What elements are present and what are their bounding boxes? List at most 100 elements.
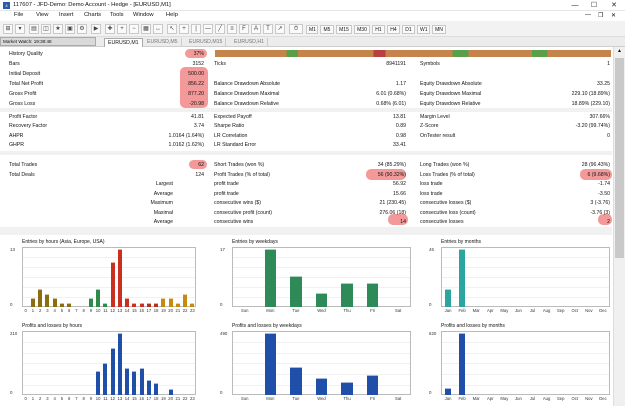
stat-value: 229.10 (18.89%) — [571, 91, 610, 97]
scroll-icon[interactable]: ↔ — [153, 24, 163, 34]
stat-label: History Quality — [9, 51, 43, 57]
minimize-button[interactable]: — — [571, 2, 579, 9]
stat-value: 877.20 — [188, 91, 204, 97]
navigator-icon[interactable]: ★ — [53, 24, 63, 34]
timeframe-d1[interactable]: D1 — [402, 25, 415, 34]
zoom-in-icon[interactable]: + — [117, 24, 127, 34]
chart-bar — [341, 382, 353, 395]
text-icon[interactable]: A — [251, 24, 261, 34]
horizontal-line-icon[interactable]: — — [203, 24, 213, 34]
tester-icon[interactable]: ⚙ — [77, 24, 87, 34]
new-order-icon[interactable]: ✚ — [105, 24, 115, 34]
periodicity-icon[interactable]: ⏱ — [289, 24, 303, 34]
chart-tab-eurusd-m5[interactable]: EURUSD,M5 — [144, 38, 182, 47]
chart-bar — [67, 302, 72, 307]
x-tick-label: 11 — [103, 308, 108, 313]
menu-insert[interactable]: Insert — [59, 12, 74, 18]
stat-value: 1.17 — [395, 81, 406, 87]
chart-bar — [30, 298, 35, 307]
menu-window[interactable]: Window — [133, 12, 154, 18]
close-button[interactable]: ✕ — [611, 2, 617, 9]
chart-bar — [125, 298, 130, 307]
scrollbar-thumb[interactable] — [615, 58, 624, 258]
menu-tools[interactable]: Tools — [110, 12, 124, 18]
chart-tab-eurusd-h1[interactable]: EURUSD,H1 — [231, 38, 268, 47]
chart-bar — [110, 347, 115, 395]
fibonacci-icon[interactable]: F — [239, 24, 249, 34]
zoom-out-icon[interactable]: − — [129, 24, 139, 34]
stat-label: Total Net Profit — [9, 81, 44, 87]
timeframe-h4[interactable]: H4 — [387, 25, 400, 34]
new-chart-icon[interactable]: ⊞ — [3, 24, 13, 34]
y-tick-label: 210 — [10, 331, 18, 336]
crosshair-icon[interactable]: + — [179, 24, 189, 34]
stat-label: Maximum — [150, 200, 173, 206]
channel-icon[interactable]: ≡ — [227, 24, 237, 34]
stat-label: consecutive profit (count) — [214, 209, 272, 216]
arrows-icon[interactable]: ↗ — [275, 24, 285, 34]
chart-bar — [315, 377, 328, 395]
y-tick-label: 490 — [220, 331, 228, 336]
menu-view[interactable]: View — [36, 12, 49, 18]
report-separator — [0, 151, 612, 155]
chart-tab-eurusd-m1[interactable]: EURUSD,M1 — [104, 38, 143, 47]
timeframe-w1[interactable]: W1 — [417, 25, 430, 34]
stat-value: 56.92 — [393, 181, 406, 187]
timeframe-h1[interactable]: H1 — [372, 25, 385, 34]
mdi-minimize-icon[interactable]: — — [585, 12, 591, 18]
terminal-icon[interactable]: ▣ — [65, 24, 75, 34]
market-watch-title[interactable]: Market Watch: 19:38:48 — [0, 37, 96, 46]
chart-bar — [59, 302, 64, 307]
chart-tab-eurusd-m15[interactable]: EURUSD,M15 — [186, 38, 227, 47]
timeframe-m30[interactable]: M30 — [354, 25, 370, 34]
stat-label: Margin Level — [420, 114, 450, 120]
x-tick-label: Jan — [444, 308, 452, 313]
stat-value: 1.0162 (1.62%) — [168, 141, 204, 148]
cursor-icon[interactable]: ↖ — [167, 24, 177, 34]
stat-value: -3.76 (3) — [590, 209, 610, 216]
tile-icon[interactable]: ▦ — [141, 24, 151, 34]
x-tick-label: Apr — [487, 308, 494, 313]
x-tick-label: Nov — [585, 396, 593, 401]
timeframe-m5[interactable]: M5 — [320, 25, 334, 34]
menu-charts[interactable]: Charts — [84, 12, 102, 18]
mdi-restore-icon[interactable]: ❐ — [598, 13, 604, 19]
x-tick-label: 16 — [139, 308, 144, 313]
chart-bar — [264, 249, 277, 307]
chart-bar — [154, 302, 159, 307]
menu-file[interactable]: File — [14, 12, 24, 18]
mdi-close-icon[interactable]: ✕ — [611, 13, 617, 19]
label-icon[interactable]: T — [263, 24, 273, 34]
chart-plot-area — [441, 331, 610, 395]
x-tick-label: 18 — [153, 308, 159, 313]
x-tick-label: 9 — [89, 308, 93, 313]
chart-bar — [139, 368, 144, 395]
stat-label: consecutive wins — [214, 219, 254, 225]
stat-value: 3152 — [192, 61, 204, 67]
timeframe-mn[interactable]: MN — [432, 25, 446, 34]
maximize-button[interactable]: ☐ — [590, 2, 598, 9]
y-tick-label: 0 — [10, 302, 13, 307]
x-tick-label: 14 — [124, 308, 130, 313]
vertical-line-icon[interactable]: | — [191, 24, 201, 34]
timeframe-m1[interactable]: M1 — [306, 25, 318, 34]
profiles-icon[interactable]: ▾ — [15, 24, 25, 34]
x-tick-label: Oct — [571, 396, 579, 401]
stat-label: profit trade — [214, 190, 239, 197]
chart-bar — [110, 262, 115, 307]
x-tick-label: Feb — [458, 396, 466, 401]
scroll-up-icon[interactable]: ▲ — [617, 48, 622, 54]
auto-trading-icon[interactable]: ▶ — [91, 24, 101, 34]
market-watch-icon[interactable]: ▤ — [29, 24, 39, 34]
stat-label: Gross Profit — [9, 91, 37, 97]
x-tick-label: 18 — [153, 396, 159, 401]
chart-bar — [444, 388, 452, 395]
timeframe-m15[interactable]: M15 — [336, 25, 352, 34]
menu-help[interactable]: Help — [166, 12, 178, 18]
x-tick-label: 22 — [182, 396, 188, 401]
data-window-icon[interactable]: ◫ — [41, 24, 51, 34]
chart-bar — [366, 283, 379, 307]
trendline-icon[interactable]: ╱ — [215, 24, 225, 34]
stat-value: 8941191 — [386, 61, 406, 67]
highlight-marker — [185, 49, 207, 58]
